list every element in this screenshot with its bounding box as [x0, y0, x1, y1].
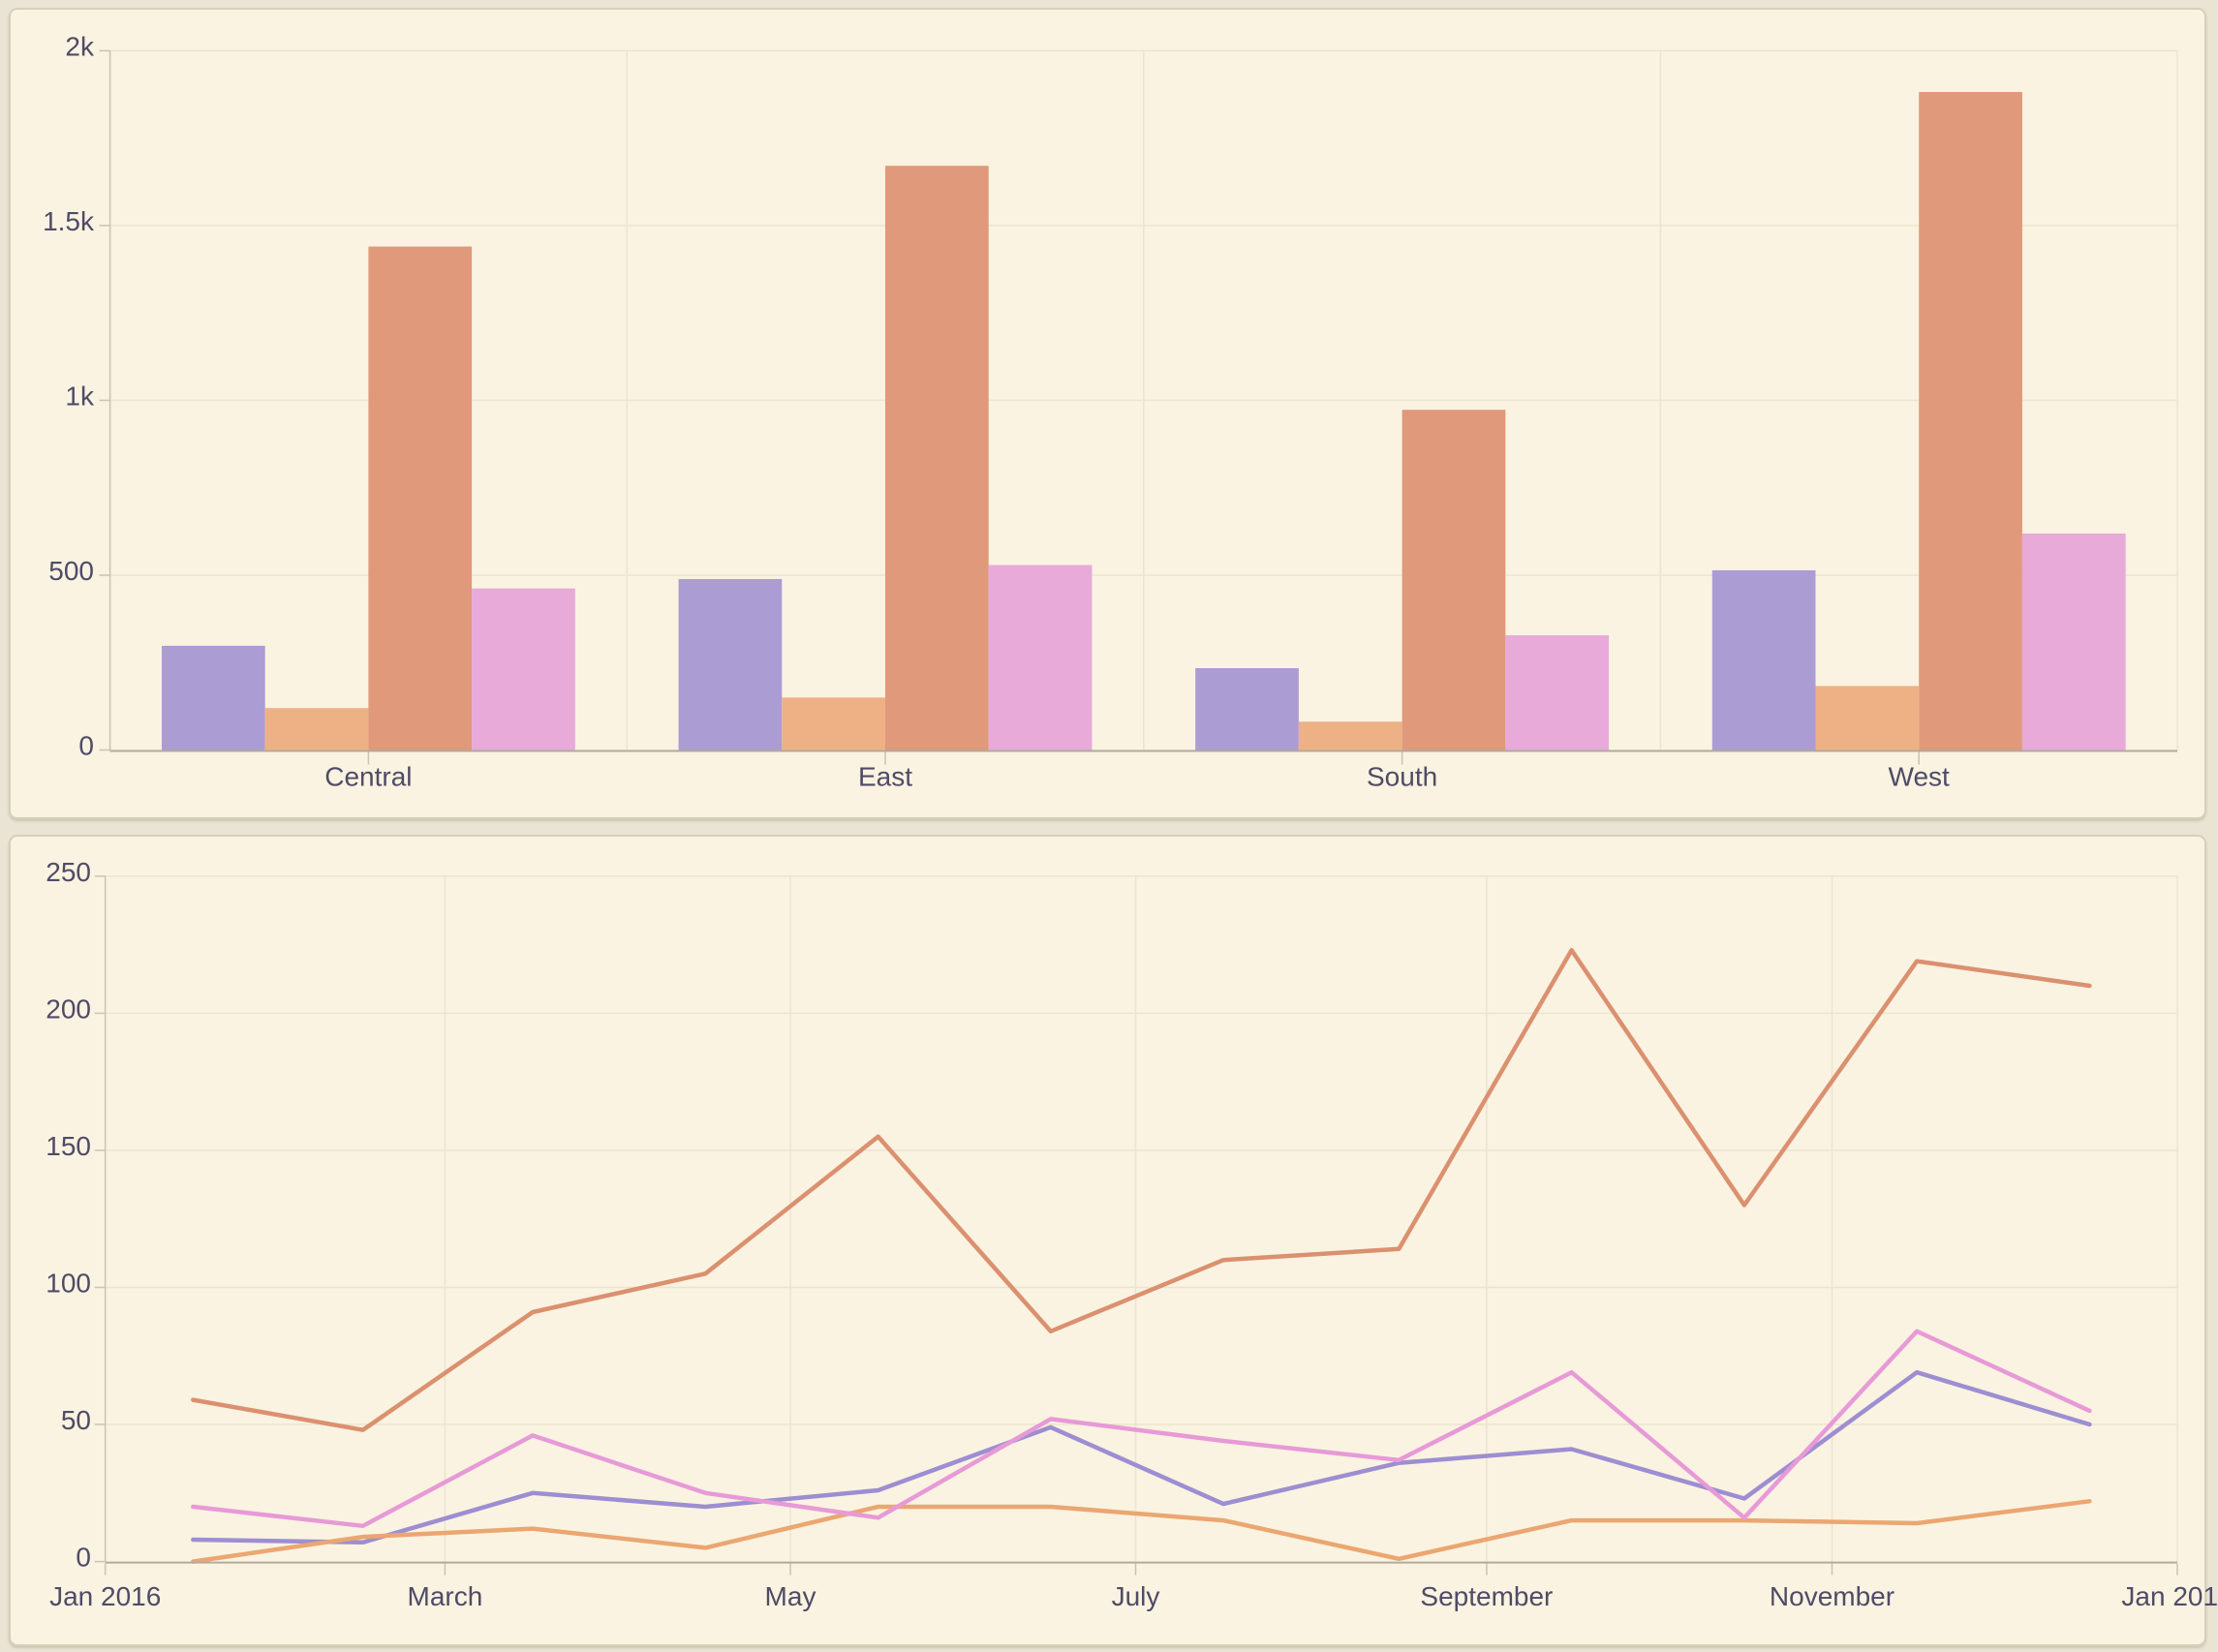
svg-text:200: 200 — [46, 994, 91, 1024]
svg-text:250: 250 — [46, 857, 91, 887]
svg-text:West: West — [1889, 762, 1950, 792]
svg-text:Jan 2017: Jan 2017 — [2121, 1581, 2218, 1611]
svg-text:Jan 2016: Jan 2016 — [49, 1581, 161, 1611]
svg-text:500: 500 — [48, 556, 94, 586]
svg-text:150: 150 — [46, 1131, 91, 1161]
svg-text:1.5k: 1.5k — [43, 206, 95, 236]
svg-text:South: South — [1367, 762, 1437, 792]
svg-text:East: East — [858, 762, 912, 792]
svg-text:1k: 1k — [65, 381, 95, 411]
svg-text:2k: 2k — [65, 31, 95, 61]
svg-text:March: March — [408, 1581, 483, 1611]
svg-text:50: 50 — [61, 1405, 91, 1435]
svg-text:November: November — [1770, 1581, 1895, 1611]
svg-text:0: 0 — [76, 1543, 91, 1573]
svg-text:Central: Central — [324, 762, 412, 792]
svg-text:100: 100 — [46, 1269, 91, 1299]
svg-text:May: May — [765, 1581, 816, 1611]
svg-text:September: September — [1420, 1581, 1553, 1611]
svg-text:0: 0 — [78, 731, 94, 761]
svg-text:July: July — [1112, 1581, 1160, 1611]
